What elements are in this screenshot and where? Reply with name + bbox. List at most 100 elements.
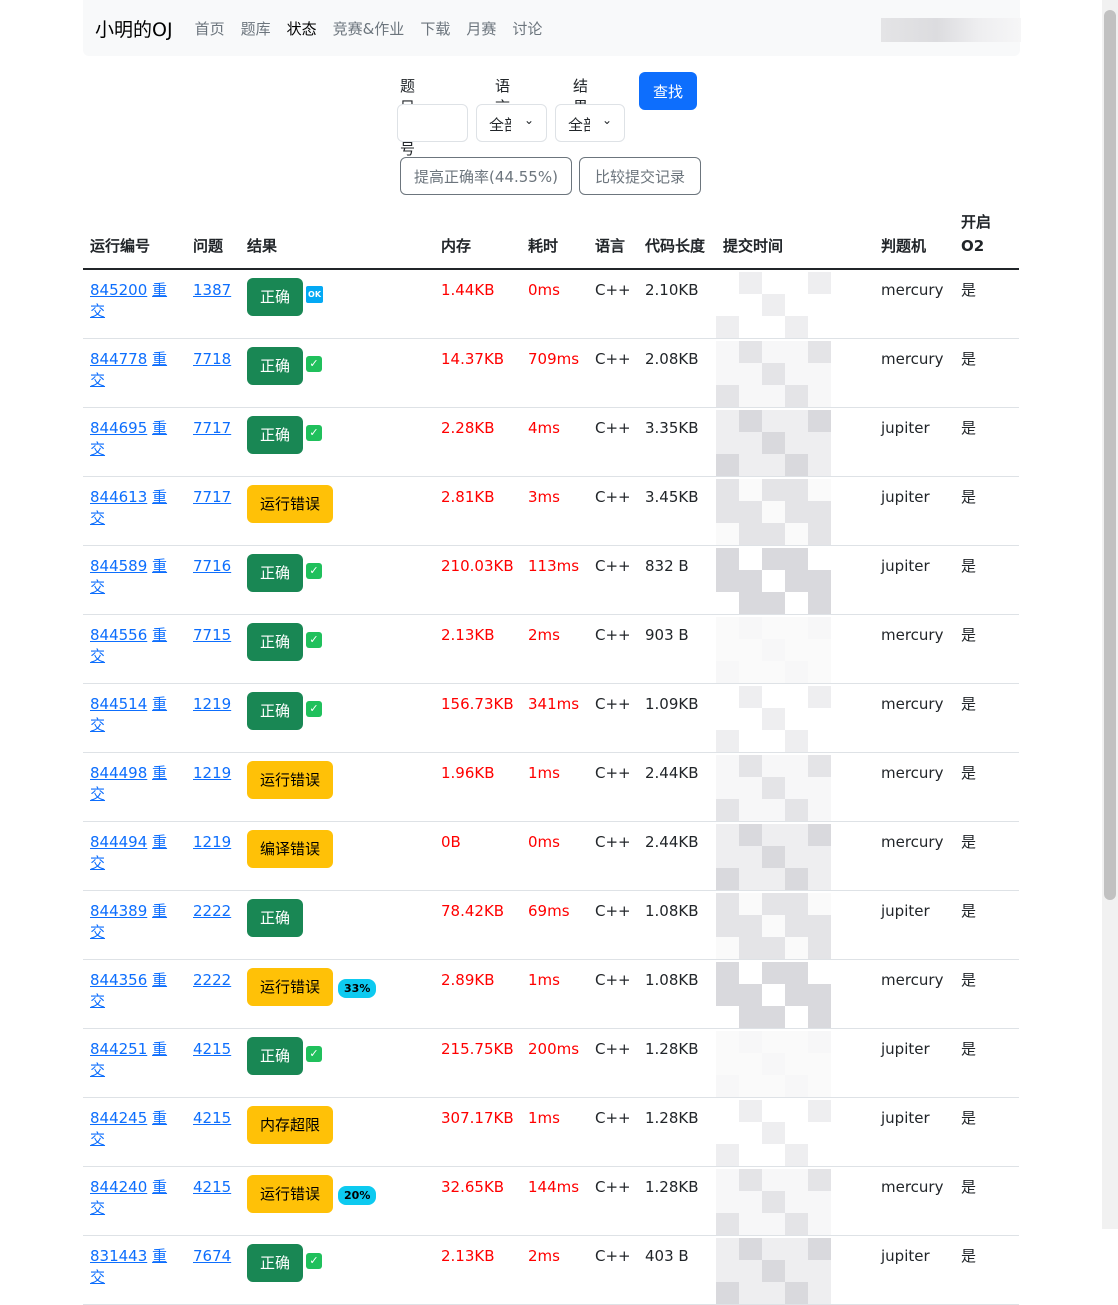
problem-link[interactable]: 1219 — [193, 833, 232, 851]
result-badge[interactable]: 正确 — [247, 554, 304, 592]
run-id-link[interactable]: 844389 — [90, 902, 148, 920]
run-id-link[interactable]: 844556 — [90, 626, 148, 644]
nav-monthly[interactable]: 月赛 — [466, 19, 497, 38]
result-badge[interactable]: 正确 — [247, 623, 304, 661]
mosaic-cell — [739, 548, 762, 570]
nav-download[interactable]: 下载 — [420, 19, 451, 38]
nav-status[interactable]: 状态 — [286, 19, 317, 38]
code-length-cell: 1.28KB — [638, 1097, 716, 1167]
o2-cell: 是 — [954, 269, 1019, 339]
result-badge[interactable]: 运行错误 — [247, 968, 334, 1006]
mosaic-cell — [785, 777, 808, 799]
mosaic-cell — [716, 686, 739, 708]
problem-link[interactable]: 1219 — [193, 695, 232, 713]
brand-logo[interactable]: 小明的OJ — [95, 18, 173, 41]
mosaic-cell — [762, 1100, 785, 1122]
mosaic-cell — [808, 523, 831, 545]
run-id-link[interactable]: 831443 — [90, 1247, 148, 1265]
problem-link[interactable]: 2222 — [193, 902, 232, 920]
problem-link[interactable]: 1387 — [193, 281, 232, 299]
rejudge-link[interactable]: 重交 — [90, 557, 168, 596]
code-length-cell: 2.44KB — [638, 821, 716, 891]
result-badge[interactable]: 正确 — [247, 278, 304, 316]
run-id-link[interactable]: 844240 — [90, 1178, 148, 1196]
problem-link[interactable]: 4215 — [193, 1040, 232, 1058]
rejudge-link[interactable]: 重交 — [90, 971, 168, 1010]
mosaic-cell — [762, 341, 785, 363]
user-menu-blurred[interactable] — [881, 18, 1021, 42]
result-badge[interactable]: 正确 — [247, 1037, 304, 1075]
problem-link[interactable]: 7674 — [193, 1247, 232, 1265]
rejudge-link[interactable]: 重交 — [90, 902, 168, 941]
rejudge-link[interactable]: 重交 — [90, 350, 168, 389]
rejudge-link[interactable]: 重交 — [90, 626, 168, 665]
run-id-link[interactable]: 844613 — [90, 488, 148, 506]
rejudge-link[interactable]: 重交 — [90, 1040, 168, 1079]
run-id-link[interactable]: 844245 — [90, 1109, 148, 1127]
result-badge[interactable]: 正确 — [247, 347, 304, 385]
scrollbar[interactable] — [1102, 0, 1118, 1229]
mosaic-cell — [785, 1260, 808, 1282]
run-id-link[interactable]: 844514 — [90, 695, 148, 713]
rejudge-link[interactable]: 重交 — [90, 1109, 168, 1148]
run-id-link[interactable]: 844589 — [90, 557, 148, 575]
run-id-link[interactable]: 844356 — [90, 971, 148, 989]
result-badge[interactable]: 运行错误 — [247, 485, 334, 523]
mosaic-cell — [785, 363, 808, 385]
rejudge-link[interactable]: 重交 — [90, 833, 168, 872]
problem-link[interactable]: 7717 — [193, 488, 232, 506]
problem-link[interactable]: 4215 — [193, 1109, 232, 1127]
mosaic-cell — [785, 272, 808, 294]
run-id-link[interactable]: 844251 — [90, 1040, 148, 1058]
nav-home[interactable]: 首页 — [194, 19, 225, 38]
rejudge-link[interactable]: 重交 — [90, 419, 168, 458]
problem-link[interactable]: 1219 — [193, 764, 232, 782]
problem-link[interactable]: 7718 — [193, 350, 232, 368]
mosaic-cell — [808, 385, 831, 407]
improve-accuracy-button[interactable]: 提高正确率(44.55%) — [400, 157, 572, 195]
problem-link[interactable]: 4215 — [193, 1178, 232, 1196]
result-badge[interactable]: 正确 — [247, 1244, 304, 1282]
nav-problems[interactable]: 题库 — [240, 19, 271, 38]
result-badge[interactable]: 运行错误 — [247, 761, 334, 799]
mosaic-cell — [739, 341, 762, 363]
result-badge[interactable]: 运行错误 — [247, 1175, 334, 1213]
scrollbar-thumb[interactable] — [1104, 10, 1116, 900]
language-cell: C++ — [588, 338, 638, 408]
header-time: 耗时 — [521, 206, 588, 270]
problem-link[interactable]: 7715 — [193, 626, 232, 644]
run-id-link[interactable]: 845200 — [90, 281, 148, 299]
table-row: 844589 重交 7716 正确 ✓ 210.03KB 113ms C++ 832 B jup… — [83, 545, 1019, 615]
result-badge[interactable]: 编译错误 — [247, 830, 334, 868]
language-select[interactable]: 全部 ⌄ — [476, 104, 547, 142]
table-row: 845200 重交 1387 正确 OK 1.44KB 0ms C++ 2.10KB mercu… — [83, 269, 1019, 339]
result-badge[interactable]: 正确 — [247, 692, 304, 730]
mosaic-cell — [716, 385, 739, 407]
find-button[interactable]: 查找 — [639, 72, 697, 110]
run-id-link[interactable]: 844778 — [90, 350, 148, 368]
nav-contests[interactable]: 竞赛&作业 — [332, 19, 405, 38]
rejudge-link[interactable]: 重交 — [90, 1178, 168, 1217]
run-id-link[interactable]: 844498 — [90, 764, 148, 782]
result-badge[interactable]: 内存超限 — [247, 1106, 334, 1144]
problem-link[interactable]: 7717 — [193, 419, 232, 437]
problem-input[interactable] — [397, 104, 468, 142]
result-badge[interactable]: 正确 — [247, 416, 304, 454]
problem-link[interactable]: 7716 — [193, 557, 232, 575]
mosaic-cell — [716, 639, 739, 661]
nav-discuss[interactable]: 讨论 — [512, 19, 543, 38]
rejudge-link[interactable]: 重交 — [90, 695, 168, 734]
ok-badge-icon: OK — [306, 286, 324, 303]
memory-cell: 2.89KB — [434, 959, 521, 1029]
problem-link[interactable]: 2222 — [193, 971, 232, 989]
memory-cell: 2.81KB — [434, 476, 521, 546]
run-id-link[interactable]: 844494 — [90, 833, 148, 851]
rejudge-link[interactable]: 重交 — [90, 488, 168, 527]
run-id-link[interactable]: 844695 — [90, 419, 148, 437]
code-length-cell: 3.45KB — [638, 476, 716, 546]
rejudge-link[interactable]: 重交 — [90, 764, 168, 803]
rejudge-link[interactable]: 重交 — [90, 281, 168, 320]
compare-submissions-button[interactable]: 比较提交记录 — [579, 157, 701, 195]
result-select[interactable]: 全部 ⌄ — [555, 104, 625, 142]
result-badge[interactable]: 正确 — [247, 899, 304, 937]
